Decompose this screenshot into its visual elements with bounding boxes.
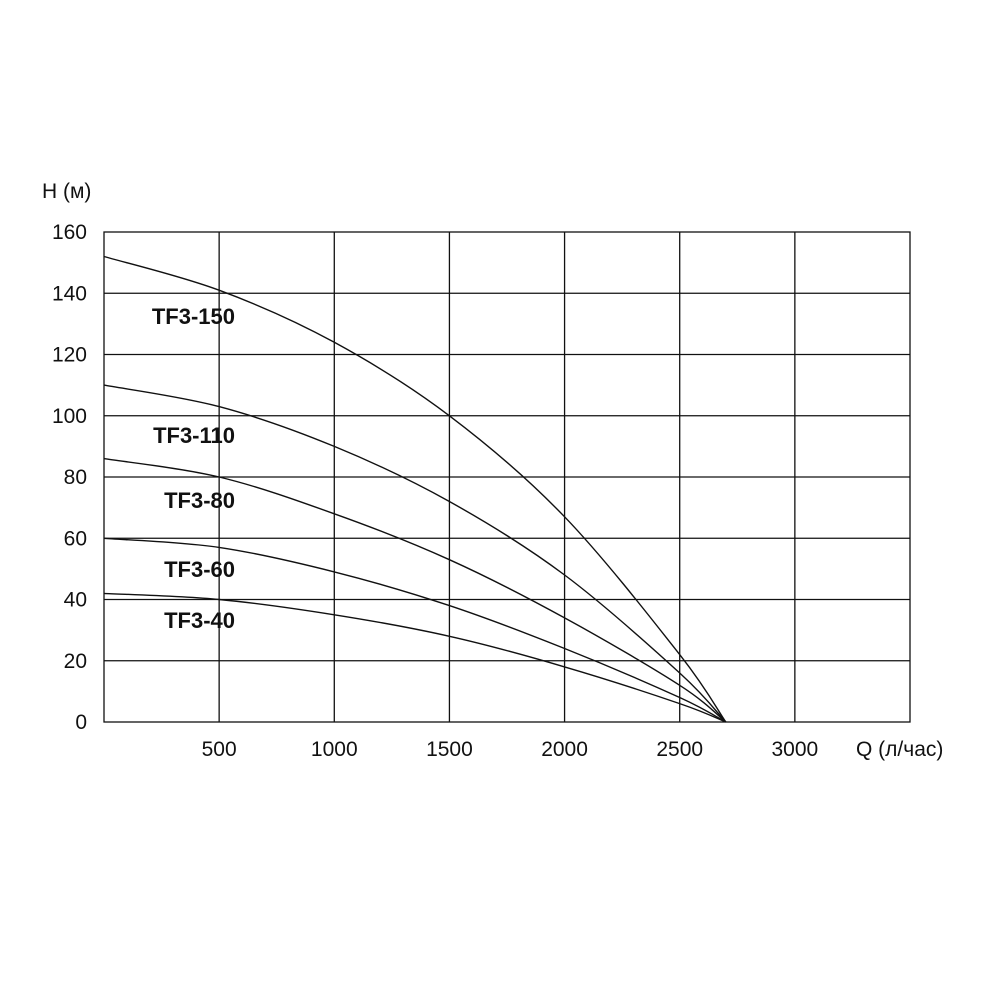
x-tick-label: 3000 bbox=[771, 738, 818, 761]
y-tick-label: 140 bbox=[52, 282, 87, 305]
x-tick-label: 1000 bbox=[311, 738, 358, 761]
series-line-tf3-80 bbox=[103, 457, 727, 723]
series-line-tf3-40 bbox=[103, 592, 727, 723]
y-tick-label: 160 bbox=[52, 221, 87, 244]
x-tick-label: 2000 bbox=[541, 738, 588, 761]
series-label-tf3-110: TF3-110 bbox=[153, 423, 235, 448]
series-lines bbox=[103, 255, 727, 723]
y-tick-label: 80 bbox=[64, 466, 87, 489]
series-label-tf3-150: TF3-150 bbox=[152, 304, 235, 329]
x-tick-label: 1500 bbox=[426, 738, 473, 761]
series-line-tf3-110 bbox=[103, 384, 727, 723]
x-axis-title: Q (л/час) bbox=[856, 738, 943, 761]
x-tick-label: 2500 bbox=[656, 738, 703, 761]
series-line-tf3-150 bbox=[103, 255, 727, 723]
series-line-tf3-60 bbox=[103, 537, 727, 723]
grid bbox=[103, 231, 911, 723]
series-label-tf3-60: TF3-60 bbox=[164, 557, 235, 582]
y-tick-label: 40 bbox=[64, 589, 87, 612]
y-axis-title: H (м) bbox=[42, 180, 91, 203]
y-tick-label: 60 bbox=[64, 527, 87, 550]
series-label-tf3-80: TF3-80 bbox=[164, 488, 235, 513]
y-tick-label: 0 bbox=[75, 711, 87, 734]
series-label-tf3-40: TF3-40 bbox=[164, 608, 235, 633]
x-tick-label: 500 bbox=[202, 738, 237, 761]
y-tick-label: 20 bbox=[64, 650, 87, 673]
y-tick-label: 100 bbox=[52, 405, 87, 428]
series-labels: TF3-150 TF3-110 TF3-80 TF3-60 TF3-40 bbox=[152, 304, 235, 633]
y-tick-label: 120 bbox=[52, 344, 87, 367]
tick-labels: 500 1000 1500 2000 2500 3000 0 20 40 60 80 100 120 14… bbox=[52, 221, 818, 761]
